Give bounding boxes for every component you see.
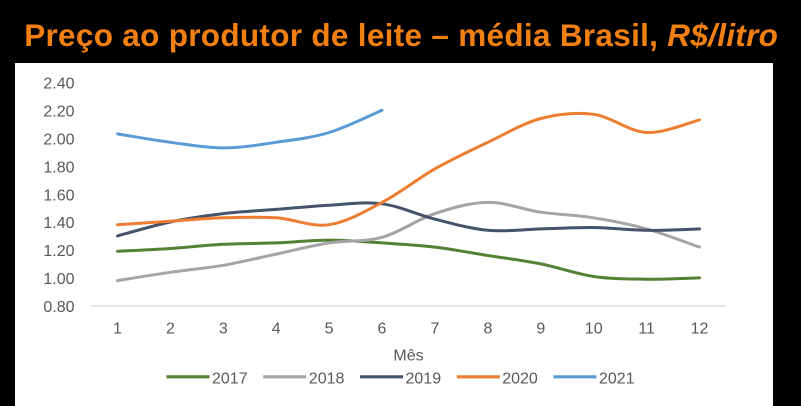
svg-text:2.00: 2.00 <box>43 131 74 148</box>
svg-text:6: 6 <box>378 321 387 338</box>
svg-text:2: 2 <box>166 321 175 338</box>
svg-text:11: 11 <box>638 321 655 338</box>
svg-text:2.20: 2.20 <box>43 104 74 121</box>
svg-text:0.80: 0.80 <box>43 299 74 316</box>
svg-text:3: 3 <box>219 321 228 338</box>
svg-text:10: 10 <box>585 321 603 338</box>
svg-text:2021: 2021 <box>599 370 635 387</box>
svg-text:1.00: 1.00 <box>43 271 74 288</box>
svg-text:5: 5 <box>325 321 334 338</box>
svg-text:1.20: 1.20 <box>43 243 74 260</box>
svg-text:1: 1 <box>113 321 122 338</box>
svg-text:2019: 2019 <box>406 370 442 387</box>
svg-text:2020: 2020 <box>502 370 538 387</box>
svg-text:1.40: 1.40 <box>43 215 74 232</box>
svg-text:4: 4 <box>272 321 281 338</box>
svg-text:1.80: 1.80 <box>43 159 74 176</box>
svg-text:2.40: 2.40 <box>43 76 74 93</box>
svg-text:7: 7 <box>431 321 440 338</box>
svg-text:2018: 2018 <box>309 370 345 387</box>
svg-text:2017: 2017 <box>212 370 248 387</box>
svg-text:9: 9 <box>536 321 545 338</box>
svg-text:12: 12 <box>691 321 709 338</box>
svg-text:Mês: Mês <box>393 348 423 365</box>
svg-text:8: 8 <box>483 321 492 338</box>
svg-text:1.60: 1.60 <box>43 187 74 204</box>
